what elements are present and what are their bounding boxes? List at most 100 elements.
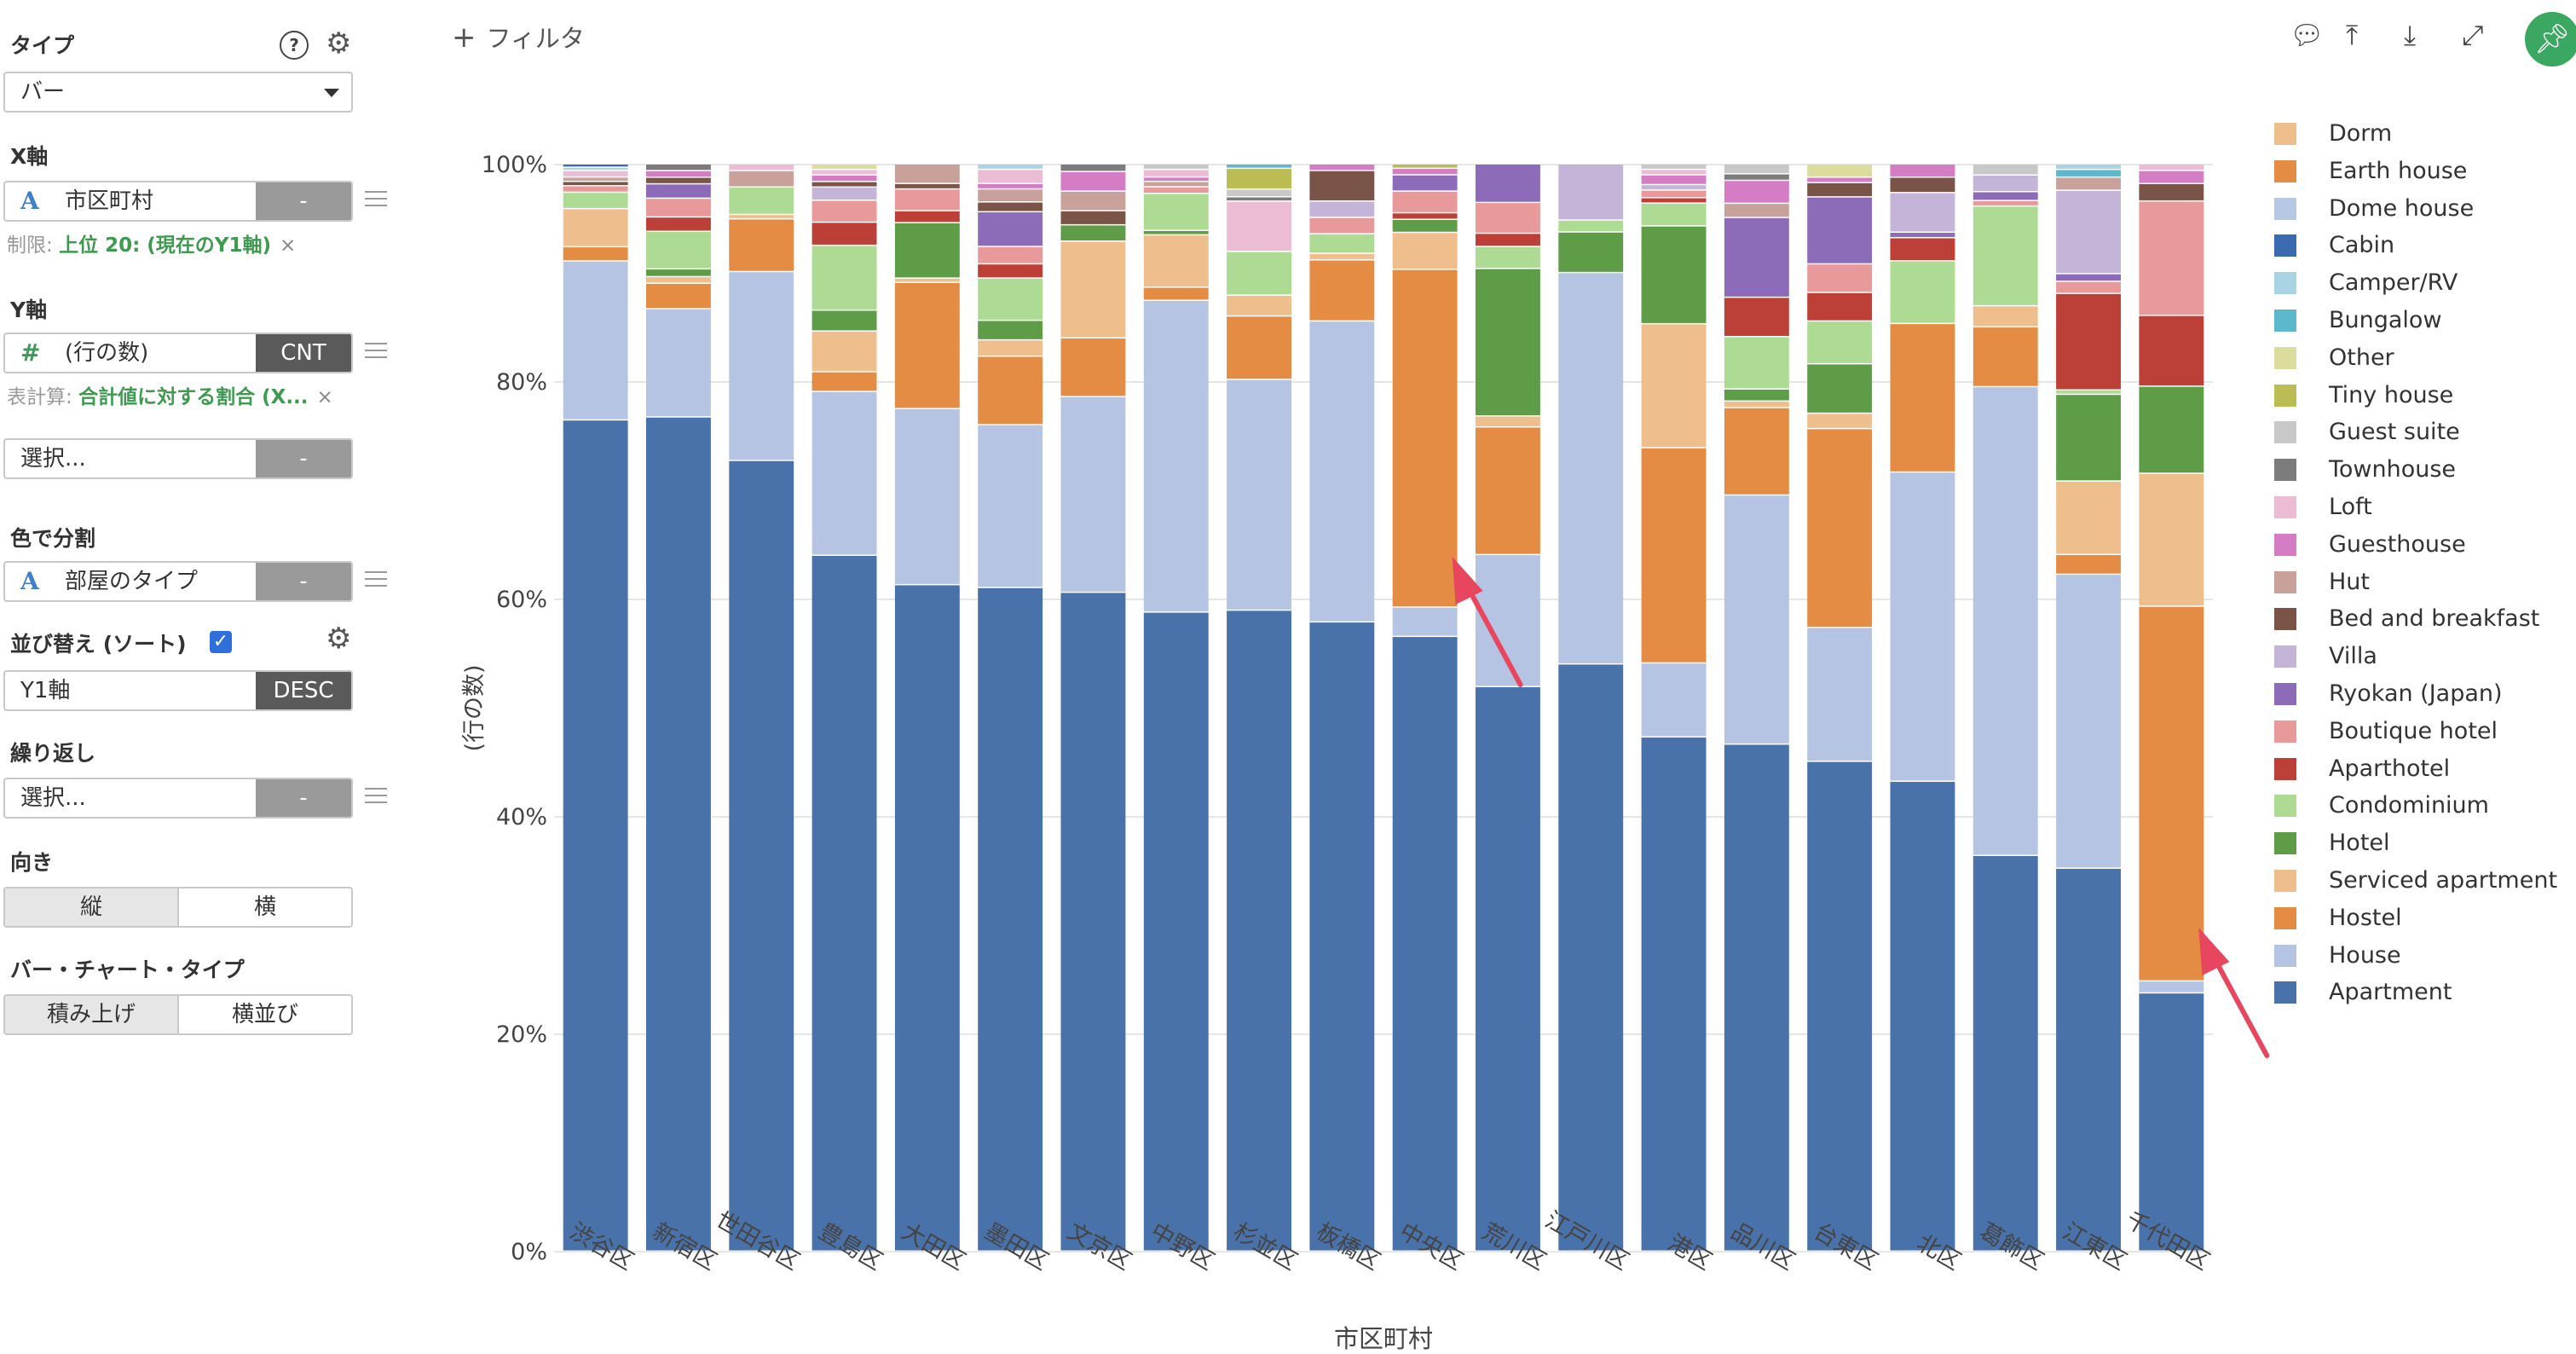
bar-segment[interactable]	[563, 209, 628, 246]
bar-segment[interactable]	[646, 177, 711, 183]
bar-segment[interactable]	[2056, 165, 2121, 169]
bar-segment[interactable]	[2139, 606, 2204, 981]
bar-segment[interactable]	[1227, 169, 1291, 189]
bar-segment[interactable]	[2056, 190, 2121, 274]
bar-segment[interactable]	[1143, 165, 1209, 169]
bar-segment[interactable]	[811, 372, 877, 391]
bar-segment[interactable]	[978, 183, 1043, 188]
bar-segment[interactable]	[1143, 182, 1209, 187]
bar-segment[interactable]	[1724, 217, 1789, 297]
bar-segment[interactable]	[1807, 414, 1873, 428]
bar-segment[interactable]	[1558, 664, 1624, 1251]
y-axis-aggregation[interactable]: CNT	[256, 334, 351, 372]
bar-segment[interactable]	[894, 165, 960, 183]
bar-segment[interactable]	[563, 261, 628, 420]
bar-segment[interactable]	[1309, 217, 1375, 234]
bar-segment[interactable]	[2139, 165, 2204, 171]
bar-segment[interactable]	[811, 223, 877, 245]
bar-segment[interactable]	[1807, 177, 1873, 182]
x-limit-value[interactable]: 上位 20: (現在のY1軸)	[59, 234, 271, 257]
bar-segment[interactable]	[1641, 737, 1707, 1251]
bar-segment[interactable]	[1724, 174, 1789, 180]
bar-segment[interactable]	[646, 184, 711, 198]
bar-segment[interactable]	[811, 170, 877, 175]
bar-segment[interactable]	[1227, 610, 1291, 1251]
bar-segment[interactable]	[978, 587, 1043, 1251]
bar-segment[interactable]	[1972, 327, 2038, 386]
bar-segment[interactable]	[1807, 182, 1873, 197]
bar-segment[interactable]	[894, 278, 960, 282]
bar-segment[interactable]	[1476, 246, 1540, 269]
bar-segment[interactable]	[2139, 993, 2204, 1251]
bar-segment[interactable]	[811, 200, 877, 222]
bar-segment[interactable]	[646, 309, 711, 417]
bar-segment[interactable]	[1060, 396, 1126, 592]
repeat-field[interactable]: 選択... -	[3, 778, 353, 819]
bar-segment[interactable]	[978, 321, 1043, 339]
bar-segment[interactable]	[978, 340, 1043, 356]
bar-segment[interactable]	[1558, 273, 1624, 663]
bar-segment[interactable]	[646, 165, 711, 171]
bar-segment[interactable]	[563, 165, 628, 167]
bar-segment[interactable]	[1641, 663, 1707, 737]
bar-segment[interactable]	[1807, 165, 1873, 176]
pin-icon[interactable]: 📌︎	[2525, 12, 2576, 67]
bar-segment[interactable]	[1807, 321, 1873, 363]
bar-segment[interactable]	[1724, 181, 1789, 203]
bar-segment[interactable]	[2139, 315, 2204, 386]
bar-segment[interactable]	[1476, 234, 1540, 246]
bar-segment[interactable]	[1890, 324, 1955, 472]
bar-segment[interactable]	[1309, 171, 1375, 200]
bar-segment[interactable]	[1309, 321, 1375, 622]
bar-segment[interactable]	[1890, 165, 1955, 176]
bar-segment[interactable]	[1724, 204, 1789, 217]
sort-field[interactable]: Y1軸 DESC	[3, 670, 353, 711]
bar-segment[interactable]	[646, 269, 711, 276]
bar-segment[interactable]	[1641, 190, 1707, 198]
x-axis-field[interactable]: A 市区町村 -	[3, 181, 353, 222]
bar-segment[interactable]	[1724, 165, 1789, 174]
bar-segment[interactable]	[2056, 391, 2121, 394]
bar-segment[interactable]	[1972, 200, 2038, 205]
bar-segment[interactable]	[811, 391, 877, 555]
color-field[interactable]: A 部屋のタイプ -	[3, 561, 353, 602]
bar-segment[interactable]	[1060, 593, 1126, 1251]
bar-segment[interactable]	[894, 211, 960, 223]
bar-segment[interactable]	[1227, 252, 1291, 295]
bar-segment[interactable]	[1641, 170, 1707, 175]
bar-segment[interactable]	[1060, 171, 1126, 191]
bar-segment[interactable]	[894, 282, 960, 408]
bar-segment[interactable]	[1392, 165, 1458, 168]
x-axis-limit-note[interactable]: 制限: 上位 20: (現在のY1軸) ×	[7, 229, 296, 257]
bar-segment[interactable]	[1807, 264, 1873, 292]
bar-segment[interactable]	[1060, 211, 1126, 224]
bar-segment[interactable]	[563, 247, 628, 261]
bar-segment[interactable]	[1227, 197, 1291, 201]
y-calc-value[interactable]: 合計値に対する割合 (X...	[78, 386, 309, 408]
bar-segment[interactable]	[563, 182, 628, 186]
add-filter-button[interactable]: + フィルタ	[452, 19, 585, 55]
bar-segment[interactable]	[1143, 287, 1209, 300]
bar-segment[interactable]	[1060, 225, 1126, 241]
bar-segment[interactable]	[1890, 177, 1955, 193]
bar-segment[interactable]	[646, 171, 711, 177]
bar-segment[interactable]	[1309, 234, 1375, 253]
bar-segment[interactable]	[2056, 481, 2121, 554]
bar-segment[interactable]	[1392, 637, 1458, 1251]
bar-segment[interactable]	[978, 425, 1043, 587]
bar-segment[interactable]	[978, 246, 1043, 263]
bar-segment[interactable]	[729, 272, 794, 460]
bar-segment[interactable]	[1392, 175, 1458, 191]
bar-segment[interactable]	[1227, 379, 1291, 610]
bar-segment[interactable]	[1641, 165, 1707, 169]
color-menu-icon[interactable]	[365, 566, 387, 592]
bar-segment[interactable]	[1060, 241, 1126, 338]
bar-segment[interactable]	[563, 167, 628, 171]
bar-segment[interactable]	[1724, 389, 1789, 401]
bar-segment[interactable]	[1143, 300, 1209, 612]
color-field-aggregation[interactable]: -	[256, 563, 351, 600]
bar-segment[interactable]	[1890, 233, 1955, 237]
bar-segment[interactable]	[563, 186, 628, 192]
gear-icon[interactable]: ⚙	[326, 26, 352, 61]
bar-segment[interactable]	[811, 175, 877, 182]
